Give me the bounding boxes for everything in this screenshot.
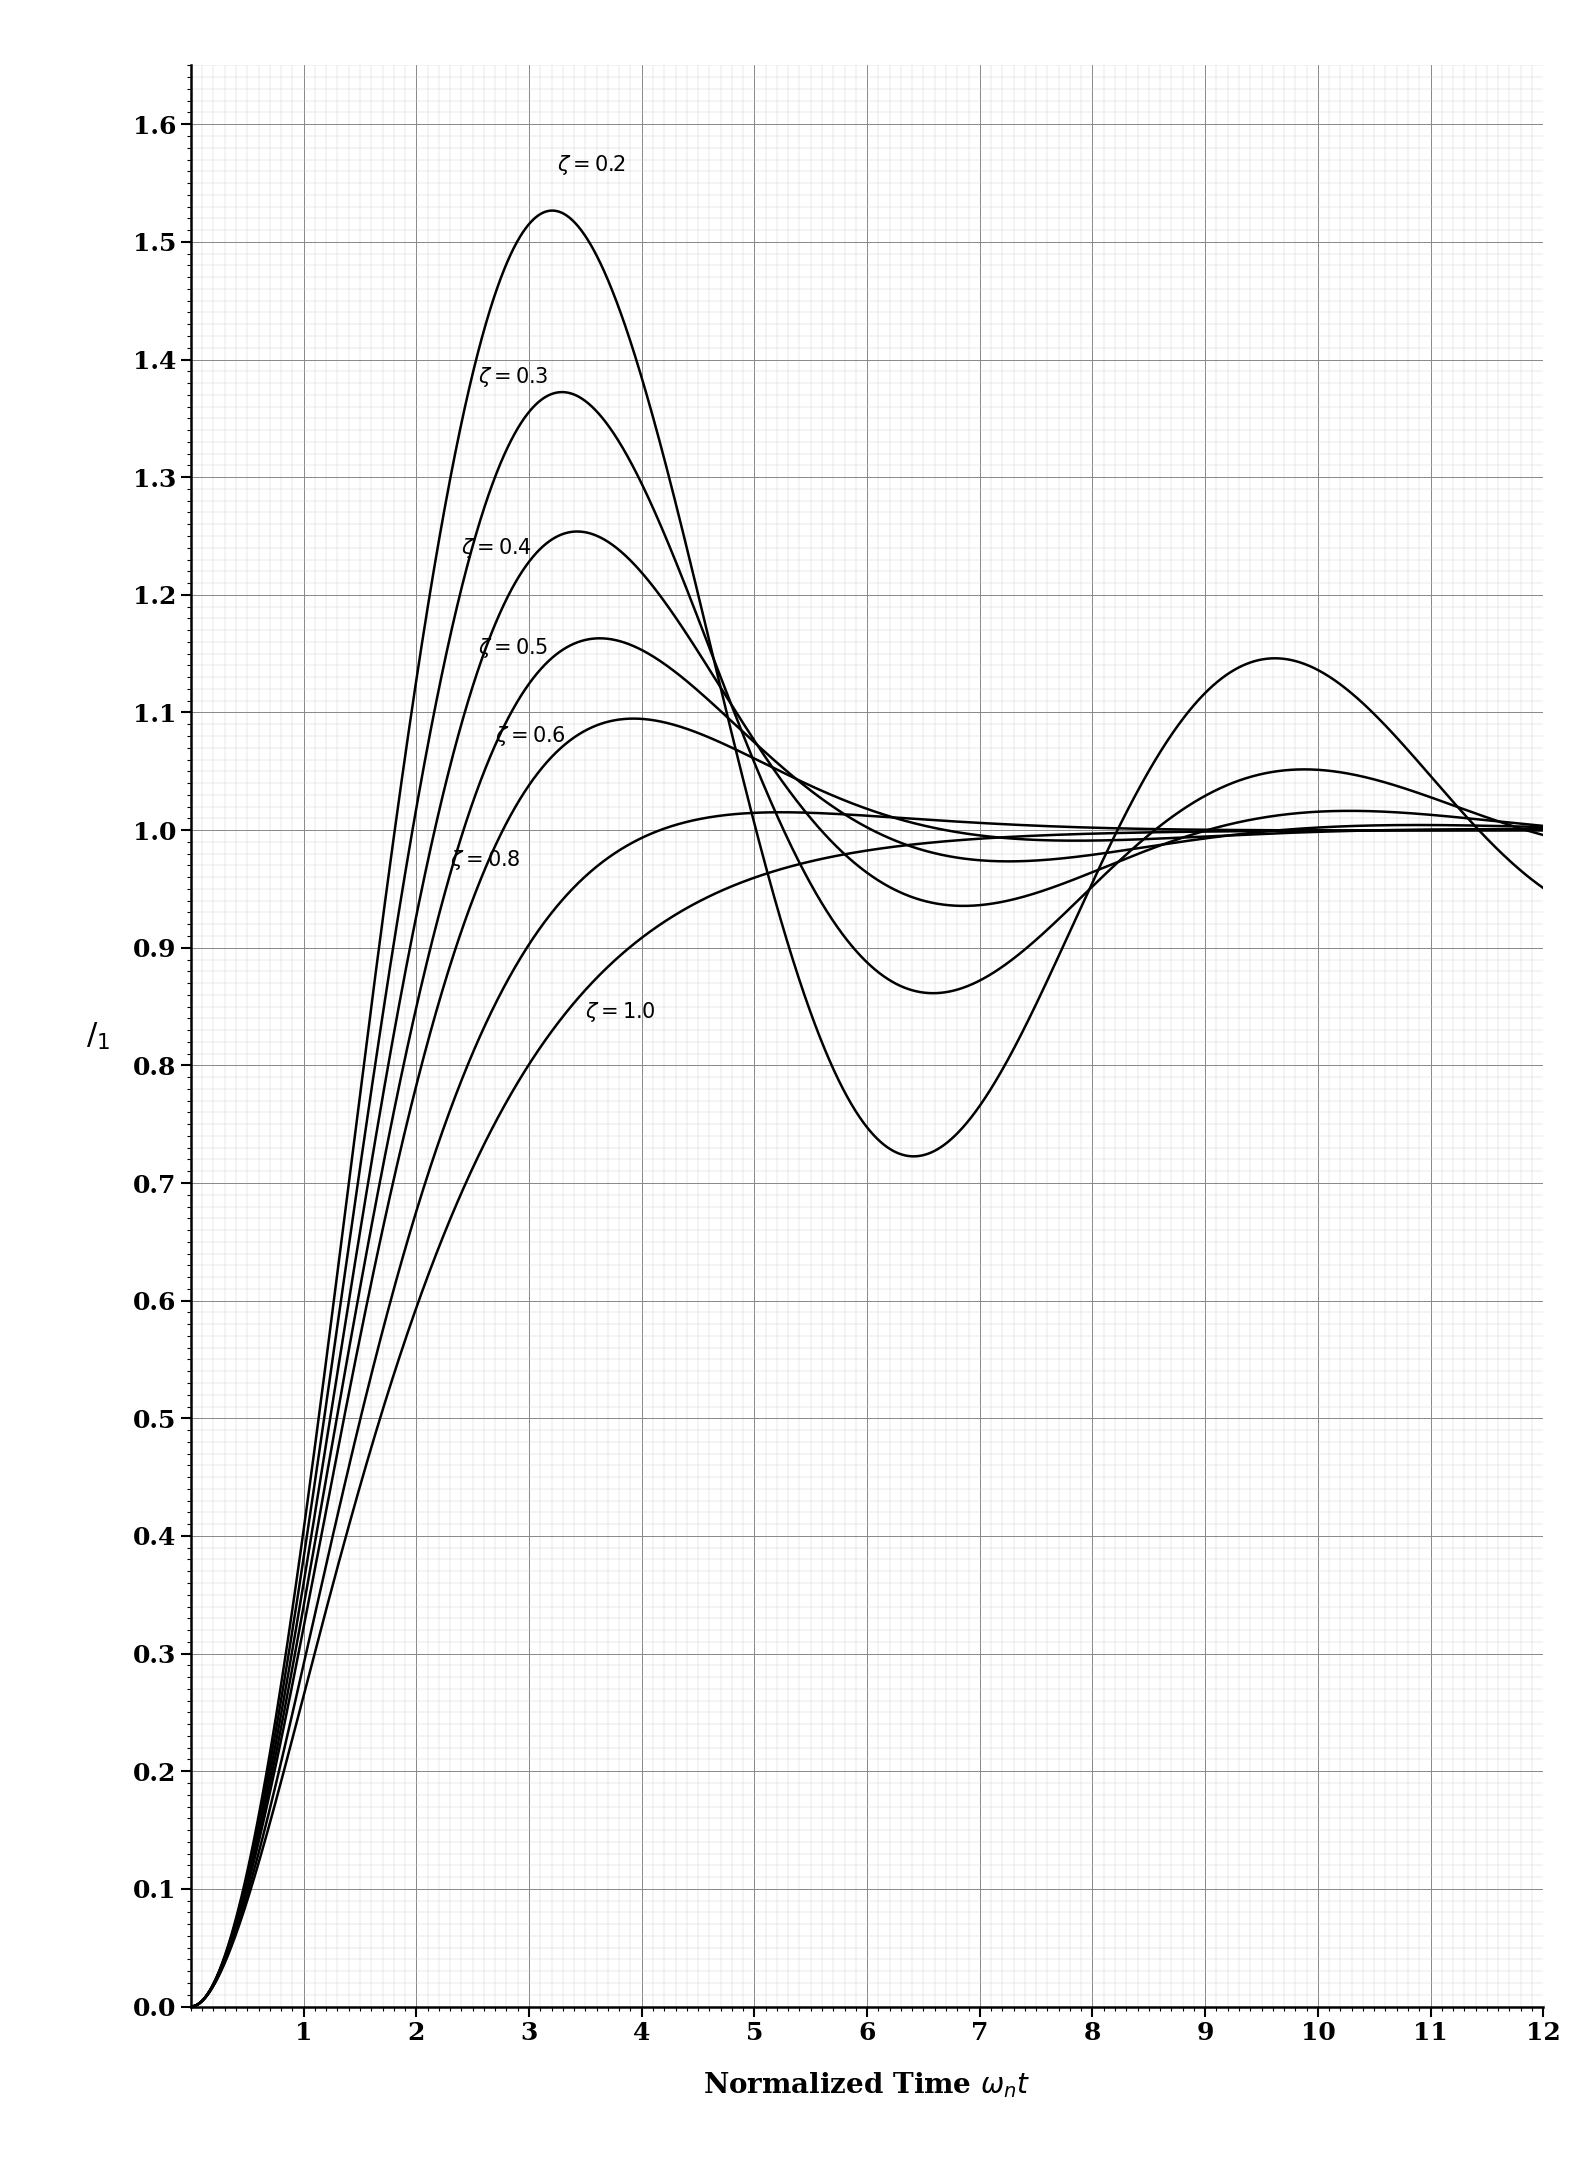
X-axis label: Normalized Time $\omega_n t$: Normalized Time $\omega_n t$ [703,2070,1031,2100]
Text: $\zeta = 1.0$: $\zeta = 1.0$ [585,1001,655,1025]
Text: $\zeta = 0.3$: $\zeta = 0.3$ [479,364,549,388]
Text: $\zeta = 0.5$: $\zeta = 0.5$ [479,635,549,661]
Text: $\zeta = 0.4$: $\zeta = 0.4$ [461,537,533,561]
Text: $\zeta = 0.2$: $\zeta = 0.2$ [557,153,627,177]
Text: $\zeta = 0.8$: $\zeta = 0.8$ [450,848,520,872]
Y-axis label: $/_{1}$: $/_{1}$ [86,1021,110,1051]
Text: $\zeta = 0.6$: $\zeta = 0.6$ [495,724,566,748]
